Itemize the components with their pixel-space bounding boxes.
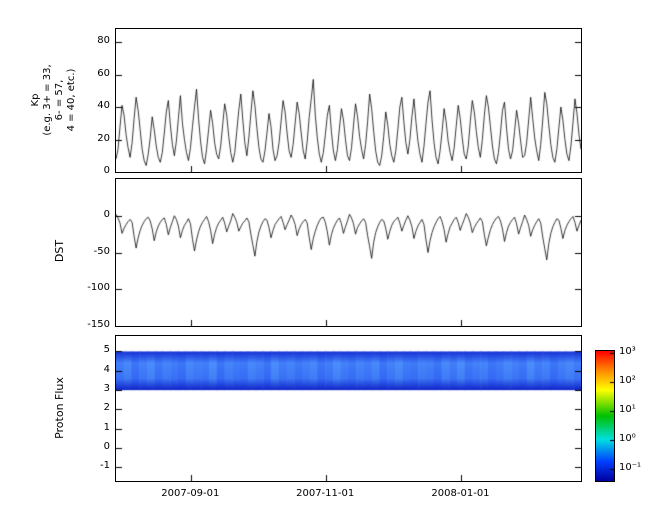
colorbar-canvas xyxy=(596,351,614,481)
flux-y-tick-label: 0 xyxy=(103,441,110,453)
dst-y-tick-label: -50 xyxy=(93,245,110,257)
colorbar-tick-label: 10⁻¹ xyxy=(619,462,642,474)
flux-y-tick-label: 3 xyxy=(103,383,110,395)
dst-axis-label: DST xyxy=(53,239,66,263)
dst-plot-canvas xyxy=(116,179,581,326)
dst-y-tick-label: 0 xyxy=(103,208,110,220)
kp-y-tick-label: 0 xyxy=(103,165,110,176)
kp-y-tick-label: 80 xyxy=(97,35,110,46)
kp-axis-label-line: (e.g. 3+ = 33, xyxy=(42,64,53,136)
x-tick-label: 2007-11-01 xyxy=(296,488,355,499)
kp-y-tick-label: 40 xyxy=(97,100,110,111)
colorbar-tick-label: 10² xyxy=(619,374,636,386)
kp-axis-label-line: Kp xyxy=(30,93,41,107)
kp-plot-canvas xyxy=(116,29,581,172)
dst-y-tick-label: -150 xyxy=(87,319,110,330)
proton-flux-axis-label: Proton Flux xyxy=(53,377,66,439)
flux-y-tick-label: 5 xyxy=(103,344,110,356)
x-tick-label: 2007-09-01 xyxy=(161,488,220,499)
dst-panel xyxy=(115,178,582,327)
flux-y-tick-label: 2 xyxy=(103,402,110,414)
kp-y-tick-label: 20 xyxy=(97,132,110,144)
proton-flux-spectrogram-canvas xyxy=(116,336,581,481)
colorbar-tick-label: 10³ xyxy=(619,345,636,357)
proton-flux-panel xyxy=(115,335,582,482)
colorbar xyxy=(595,350,615,482)
flux-y-tick-label: 4 xyxy=(103,363,110,375)
colorbar-tick-label: 10⁰ xyxy=(619,433,636,445)
kp-panel xyxy=(115,28,582,173)
dst-y-tick-label: -100 xyxy=(87,282,110,294)
x-tick-label: 2008-01-01 xyxy=(431,488,490,499)
flux-y-tick-label: 1 xyxy=(103,421,110,433)
colorbar-tick-label: 10¹ xyxy=(619,403,636,415)
kp-y-tick-label: 60 xyxy=(97,67,110,79)
kp-axis-label-line: 6- = 57, xyxy=(54,79,65,121)
flux-y-tick-label: -1 xyxy=(100,460,110,472)
